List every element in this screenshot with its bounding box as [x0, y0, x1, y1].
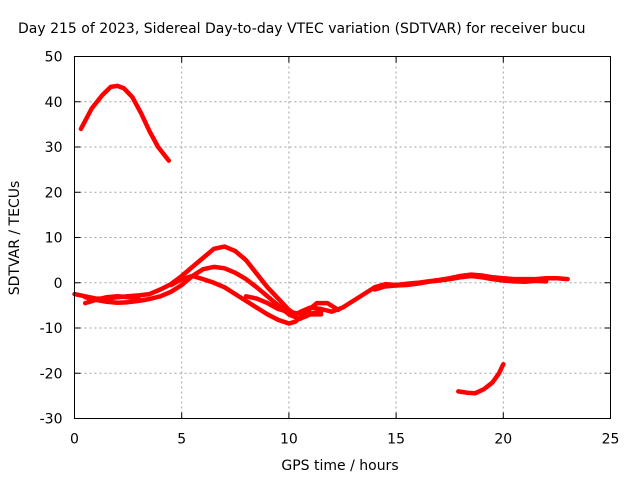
- series-line-arc-9: [456, 361, 506, 396]
- y-tick-label: 30: [45, 140, 63, 156]
- y-tick-label: 10: [45, 231, 63, 247]
- grid: [74, 56, 611, 419]
- plot-frame: [74, 56, 611, 419]
- y-tick-label: 40: [45, 95, 63, 111]
- x-tick-label: 5: [177, 432, 186, 448]
- series-line-arc-7: [372, 273, 549, 292]
- y-tick-label: 0: [54, 276, 63, 292]
- axis-ticks: 0 5 10 15 20 25 -30 -20 -10 0 10 20 30 40 50: [40, 50, 620, 448]
- x-tick-label: 0: [70, 432, 79, 448]
- y-tick-label: -30: [40, 412, 63, 428]
- y-axis-label: SDTVAR / TECUs: [7, 181, 23, 296]
- y-tick-label: 20: [45, 185, 63, 201]
- x-tick-label: 15: [387, 432, 405, 448]
- x-tick-label: 25: [602, 432, 620, 448]
- data-series: [72, 83, 570, 396]
- series-line-arc-5: [243, 294, 324, 316]
- x-axis-label: GPS time / hours: [281, 458, 398, 474]
- y-tick-label: -20: [40, 366, 63, 382]
- y-tick-label: 50: [45, 50, 63, 66]
- series-line-arc-1: [78, 83, 172, 163]
- series-line-arc-8: [82, 294, 142, 306]
- y-tick-label: -10: [40, 321, 63, 337]
- x-tick-label: 10: [280, 432, 298, 448]
- chart-title: Day 215 of 2023, Sidereal Day-to-day VTE…: [18, 21, 586, 37]
- x-tick-label: 20: [494, 432, 512, 448]
